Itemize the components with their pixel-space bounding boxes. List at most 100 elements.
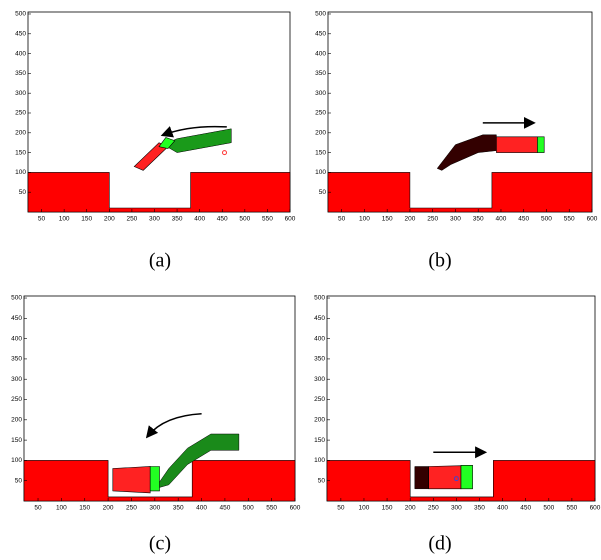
panel: 50 100 150 200 250 300 350 400 450 500 550 600 50 100… [15, 11, 296, 272]
x-tick-label: 400 [497, 505, 508, 512]
x-tick-label: 200 [405, 505, 416, 512]
y-tick-label: 400 [15, 50, 26, 57]
caption: (a) [149, 250, 171, 272]
x-tick-label: 300 [149, 216, 160, 223]
x-tick-label: 450 [219, 505, 230, 512]
y-tick-label: 450 [15, 31, 26, 38]
x-tick-label: 100 [56, 505, 67, 512]
y-tick-label: 350 [315, 70, 326, 77]
x-tick-label: 600 [590, 505, 601, 512]
x-tick-label: 550 [564, 216, 575, 223]
x-tick-label: 250 [427, 216, 438, 223]
x-tick-label: 200 [103, 505, 114, 512]
x-tick-label: 550 [262, 216, 273, 223]
x-tick-label: 350 [172, 216, 183, 223]
y-tick-label: 300 [314, 376, 325, 383]
robot-head [150, 467, 159, 491]
y-tick-label: 450 [315, 31, 326, 38]
y-tick-label: 300 [15, 90, 26, 97]
x-tick-label: 450 [217, 216, 228, 223]
x-tick-label: 250 [126, 216, 137, 223]
y-tick-label: 150 [314, 437, 325, 444]
x-tick-label: 250 [428, 505, 439, 512]
x-tick-label: 400 [496, 216, 507, 223]
x-tick-label: 250 [126, 505, 137, 512]
y-tick-label: 200 [11, 417, 22, 424]
y-tick-label: 100 [315, 169, 326, 176]
y-tick-label: 200 [314, 417, 325, 424]
y-tick-label: 500 [15, 11, 26, 18]
caption: (c) [149, 533, 171, 555]
y-tick-label: 250 [314, 396, 325, 403]
x-tick-label: 500 [243, 505, 254, 512]
x-tick-label: 300 [149, 505, 160, 512]
y-tick-label: 500 [315, 11, 326, 18]
y-tick-label: 100 [15, 169, 26, 176]
x-tick-label: 150 [79, 505, 90, 512]
y-tick-label: 150 [315, 149, 326, 156]
x-tick-label: 500 [239, 216, 250, 223]
y-tick-label: 100 [11, 457, 22, 464]
y-tick-label: 250 [15, 110, 26, 117]
y-tick-label: 450 [314, 315, 325, 322]
robot-body [496, 137, 537, 153]
x-tick-label: 450 [518, 216, 529, 223]
x-tick-label: 100 [359, 216, 370, 223]
x-tick-label: 350 [473, 216, 484, 223]
x-tick-label: 600 [587, 216, 598, 223]
x-tick-label: 50 [38, 216, 46, 223]
y-tick-label: 300 [11, 376, 22, 383]
x-tick-label: 50 [34, 505, 42, 512]
y-tick-label: 350 [15, 70, 26, 77]
y-tick-label: 500 [11, 295, 22, 302]
robot-head [537, 137, 544, 153]
robot-trace [415, 467, 429, 489]
x-tick-label: 400 [196, 505, 207, 512]
robot-head [461, 465, 473, 489]
x-tick-label: 350 [173, 505, 184, 512]
panel: 50 100 150 200 250 300 350 400 450 500 550 600 50 100… [315, 11, 598, 272]
x-tick-label: 400 [194, 216, 205, 223]
y-tick-label: 200 [315, 130, 326, 137]
robot-body [429, 466, 461, 489]
y-tick-label: 50 [15, 477, 23, 484]
x-tick-label: 50 [338, 216, 346, 223]
y-tick-label: 450 [11, 315, 22, 322]
y-tick-label: 150 [11, 437, 22, 444]
x-tick-label: 200 [405, 216, 416, 223]
x-tick-label: 300 [451, 505, 462, 512]
x-tick-label: 450 [520, 505, 531, 512]
y-tick-label: 400 [314, 335, 325, 342]
y-tick-label: 200 [15, 130, 26, 137]
x-tick-label: 150 [382, 505, 393, 512]
x-tick-label: 300 [450, 216, 461, 223]
x-tick-label: 150 [81, 216, 92, 223]
y-tick-label: 400 [11, 335, 22, 342]
y-tick-label: 400 [315, 50, 326, 57]
y-tick-label: 250 [11, 396, 22, 403]
y-tick-label: 50 [319, 189, 327, 196]
x-tick-label: 100 [59, 216, 70, 223]
caption: (d) [428, 533, 451, 555]
y-tick-label: 300 [315, 90, 326, 97]
y-tick-label: 350 [314, 356, 325, 363]
y-tick-label: 150 [15, 149, 26, 156]
x-tick-label: 600 [285, 216, 296, 223]
y-tick-label: 500 [314, 295, 325, 302]
y-tick-label: 350 [11, 356, 22, 363]
x-tick-label: 500 [543, 505, 554, 512]
caption: (b) [428, 250, 451, 272]
x-tick-label: 200 [104, 216, 115, 223]
y-tick-label: 50 [19, 189, 27, 196]
y-tick-label: 50 [318, 477, 326, 484]
y-tick-label: 100 [314, 457, 325, 464]
x-tick-label: 550 [566, 505, 577, 512]
x-tick-label: 500 [541, 216, 552, 223]
figure: 50 100 150 200 250 300 350 400 450 500 550 600 50 100… [0, 0, 601, 560]
x-tick-label: 150 [382, 216, 393, 223]
y-tick-label: 250 [315, 110, 326, 117]
x-tick-label: 350 [474, 505, 485, 512]
x-tick-label: 100 [359, 505, 370, 512]
